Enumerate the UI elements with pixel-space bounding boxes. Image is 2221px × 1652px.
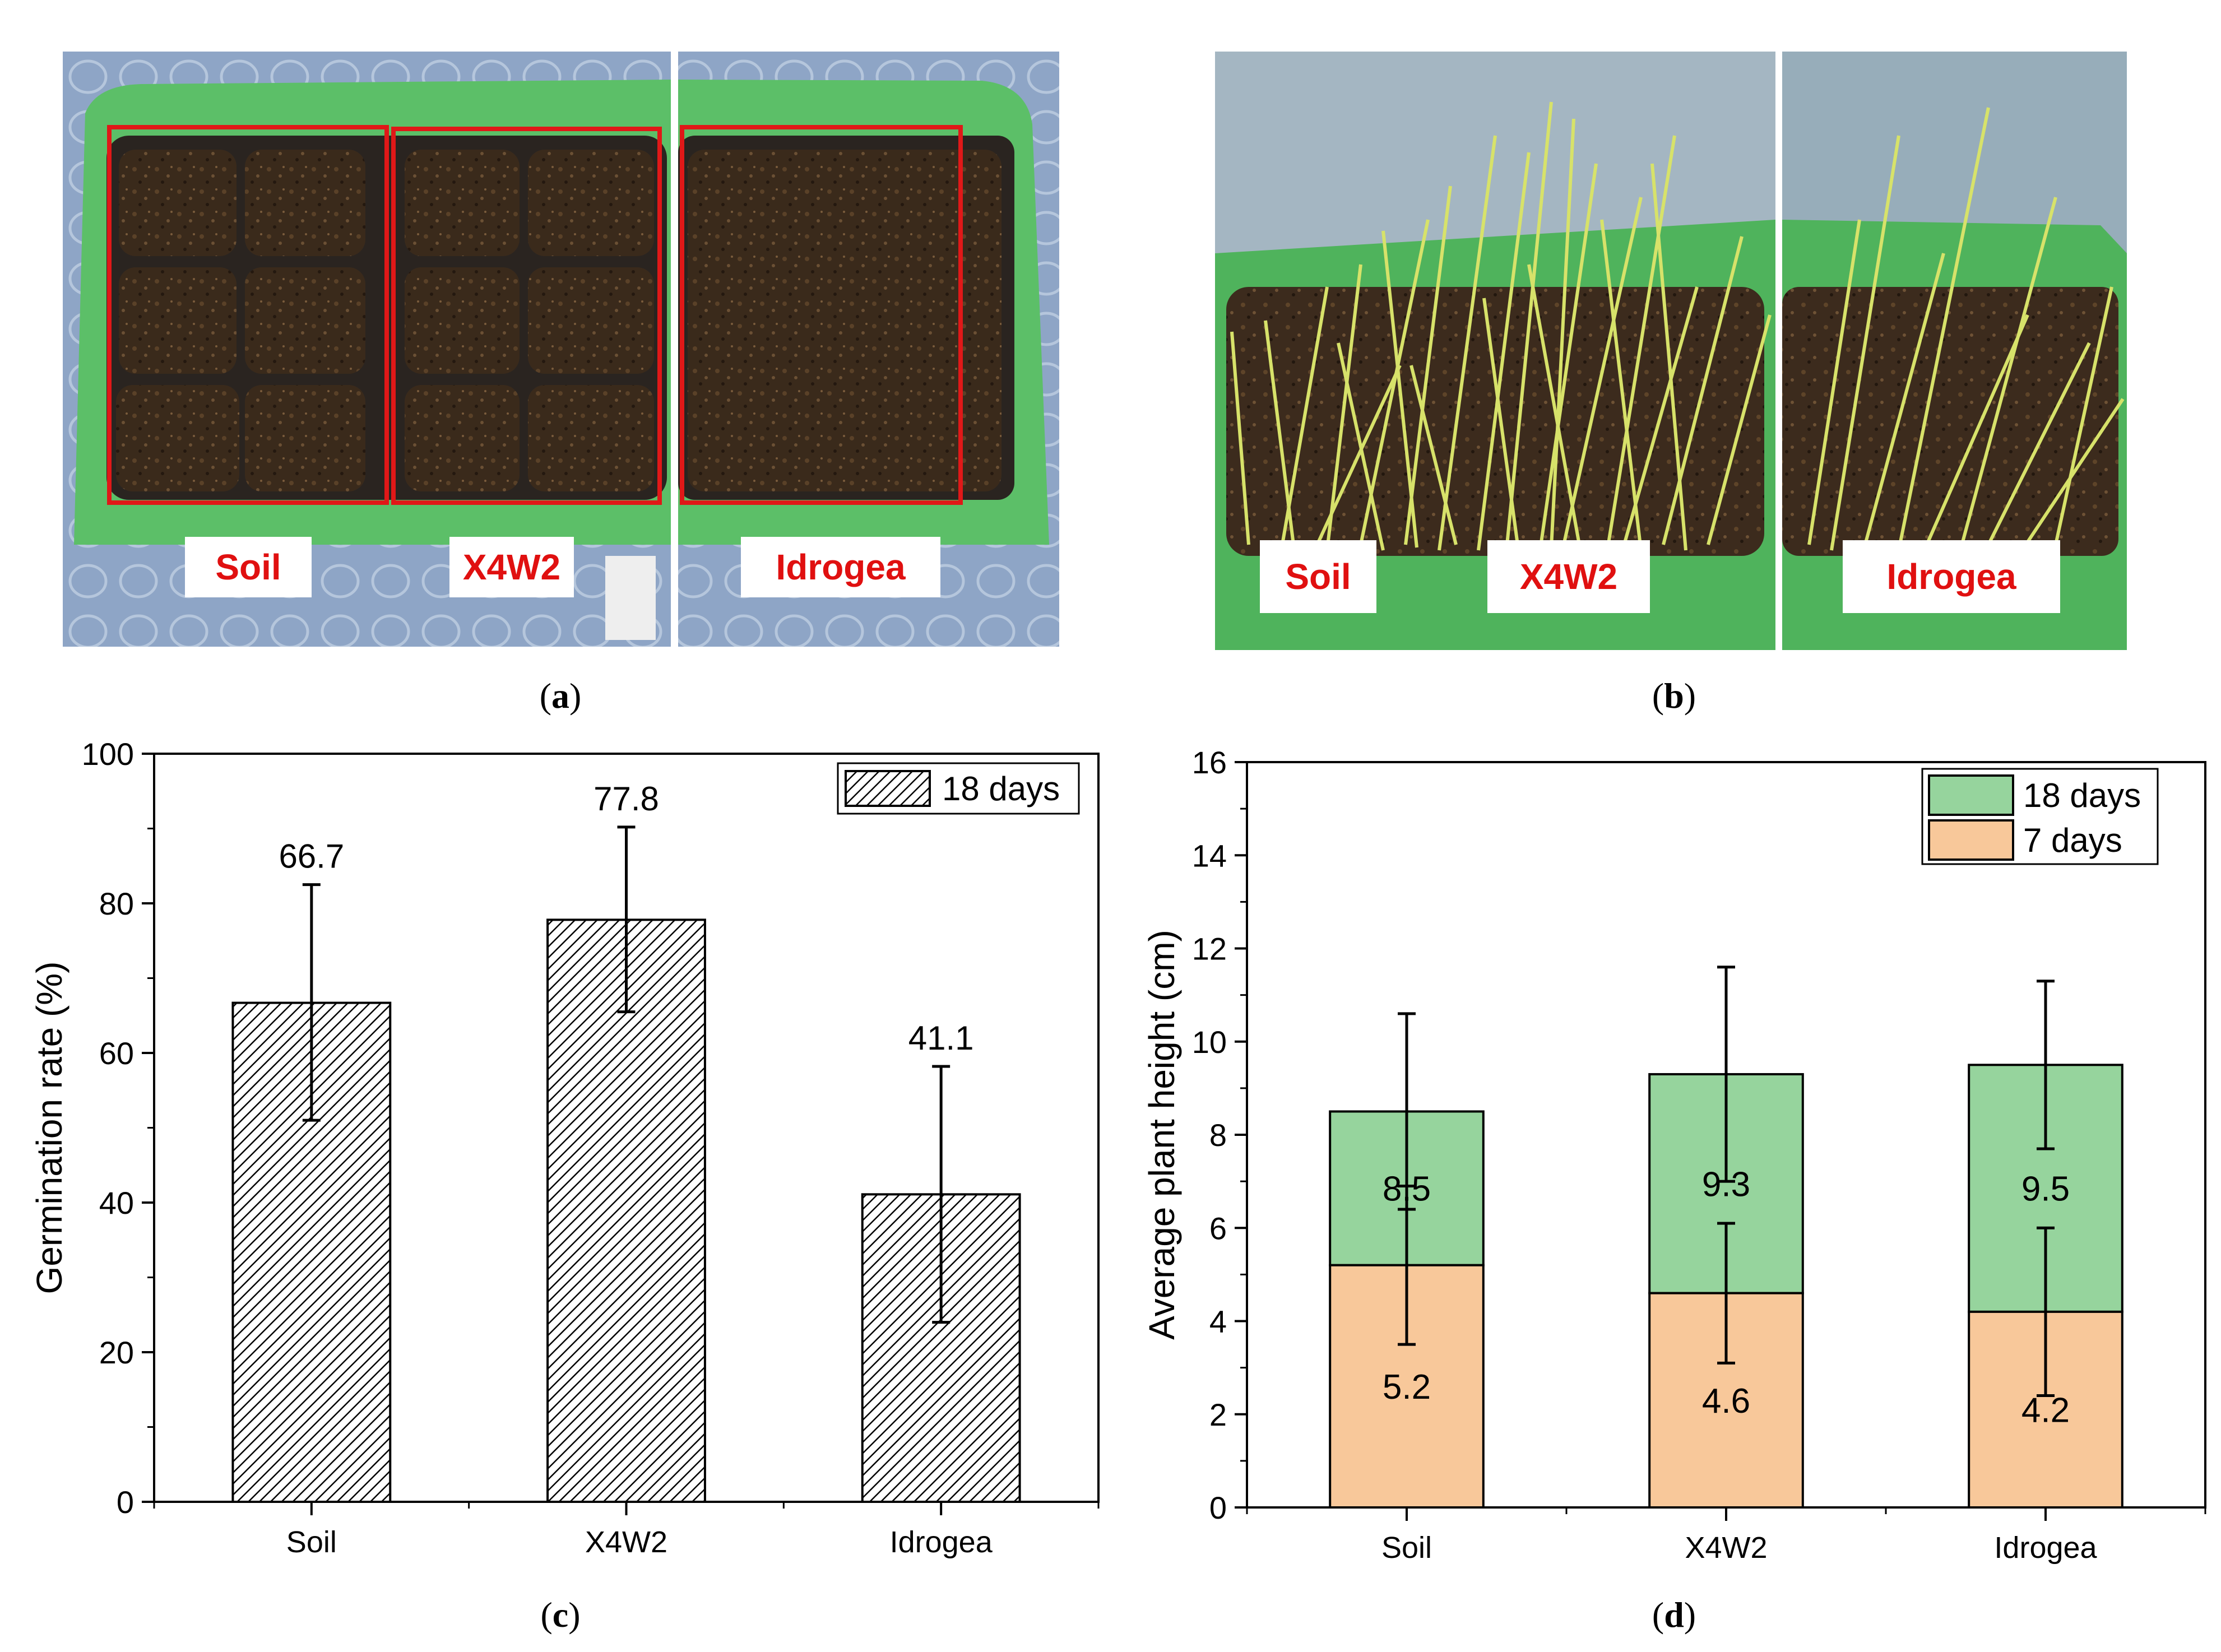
caption-a: (a) [539, 676, 582, 716]
red-box-soil [107, 125, 389, 505]
legend-swatch-7-days [1928, 819, 2014, 861]
label-soil-a: Soil [185, 537, 312, 597]
legend-swatch-18-days [1928, 774, 2014, 816]
y-tick-label: 8 [1209, 1117, 1227, 1153]
data-label-7-days: 4.2 [2021, 1391, 2070, 1430]
y-tick-label: 4 [1209, 1304, 1227, 1339]
label-soil-b: Soil [1260, 540, 1376, 613]
x-tick-label: Idrogea [1994, 1531, 2097, 1565]
x-tick-label: X4W2 [1685, 1531, 1767, 1565]
y-tick-label: 14 [1192, 838, 1227, 873]
caption-letter-b: b [1664, 676, 1684, 716]
seedling-tray-photo-a [63, 52, 1059, 647]
y-axis-label: Germination rate (%) [29, 962, 69, 1294]
y-tick-label: 60 [99, 1036, 134, 1071]
data-label-7-days: 5.2 [1383, 1368, 1431, 1407]
red-box-x4w2 [391, 127, 662, 505]
data-label-7-days: 4.6 [1702, 1382, 1750, 1421]
x-tick-label: Soil [1381, 1531, 1432, 1565]
label-idrogea-a: Idrogea [741, 537, 940, 597]
legend-label-18-days: 18 days [2023, 777, 2141, 814]
label-x4w2-a: X4W2 [449, 537, 574, 597]
y-tick-label: 80 [99, 886, 134, 921]
data-label-18-days: 9.5 [2021, 1170, 2070, 1209]
soil-b-right [1782, 287, 2118, 556]
legend-label-18-days: 18 days [942, 770, 1060, 808]
germination-rate-chart: 0 20 40 60 80 100 Soil X4W2 Idrogea Germination r… [29, 736, 1100, 1559]
y-tick-label: 100 [82, 736, 134, 772]
y-tick-label: 16 [1192, 745, 1227, 780]
data-label: 41.1 [908, 1019, 974, 1057]
image-divider [671, 52, 678, 647]
data-label-18-days: 9.3 [1702, 1165, 1750, 1204]
y-axis-label: Average plant height (cm) [1142, 930, 1182, 1340]
caption-c: (c) [540, 1595, 581, 1635]
plant-height-chart: 0 2 4 6 8 10 12 14 16 Soil X4W2 Idrogea Average plan… [1142, 745, 2206, 1565]
legend-label-7-days: 7 days [2023, 822, 2122, 859]
image-divider-b [1775, 52, 1782, 650]
grass-sprouts [1230, 101, 2125, 551]
caption-letter-c: c [552, 1595, 569, 1635]
photo-panel-b: Soil X4W2 Idrogea [1215, 52, 2127, 650]
bar-x4w2 [546, 918, 706, 1503]
y-tick-label: 40 [99, 1185, 134, 1221]
label-x4w2-b: X4W2 [1487, 540, 1650, 613]
y-tick-label: 6 [1209, 1210, 1227, 1246]
caption-d: (d) [1652, 1595, 1696, 1635]
caption-letter-d: d [1664, 1595, 1684, 1635]
label-idrogea-b: Idrogea [1843, 540, 2060, 613]
red-box-idrogea [680, 125, 963, 505]
legend-swatch-18-days [845, 770, 931, 807]
soil-cells [116, 150, 1001, 491]
paper-tag [605, 556, 656, 640]
caption-letter-a: a [551, 676, 569, 716]
data-label: 66.7 [279, 838, 344, 875]
y-tick-label: 12 [1192, 931, 1227, 967]
y-tick-label: 0 [117, 1484, 134, 1520]
y-tick-label: 10 [1192, 1024, 1227, 1060]
y-tick-label: 20 [99, 1335, 134, 1370]
y-tick-label: 2 [1209, 1397, 1227, 1432]
x-tick-label: Soil [286, 1525, 337, 1559]
x-tick-label: Idrogea [890, 1525, 993, 1559]
data-label: 77.8 [593, 780, 659, 818]
data-label-18-days: 8.5 [1383, 1170, 1431, 1209]
y-tick-label: 0 [1209, 1490, 1227, 1525]
x-tick-label: X4W2 [585, 1525, 667, 1559]
caption-b: (b) [1652, 676, 1696, 716]
photo-panel-a: Soil X4W2 Idrogea [63, 52, 1059, 647]
